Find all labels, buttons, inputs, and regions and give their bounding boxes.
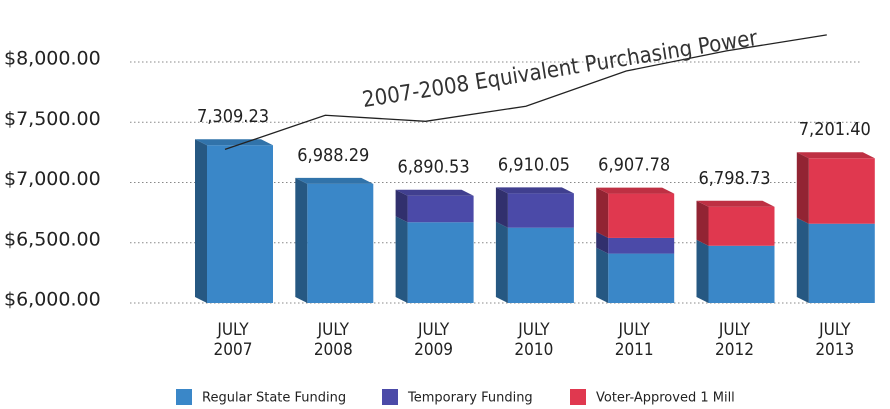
bar-front (307, 183, 374, 303)
x-tick-label: JULY 2009 (414, 320, 454, 360)
total-label: 6,890.53 (398, 157, 470, 178)
bar-top (295, 177, 374, 184)
bar-side (395, 216, 408, 303)
bar-side (195, 139, 207, 303)
bar-side (495, 221, 508, 303)
bar-front (708, 206, 775, 246)
bar-front (808, 158, 875, 224)
total-label: 7,309.23 (197, 106, 269, 127)
bar-side (295, 177, 308, 303)
bar-side (696, 200, 709, 246)
bar-side (395, 189, 408, 223)
bar-side (596, 187, 609, 238)
bar-segment (195, 139, 273, 303)
total-label: 6,907.78 (598, 155, 670, 176)
bar-side (596, 247, 609, 303)
legend-swatch (382, 389, 398, 405)
legend-label: Voter-Approved 1 Mill (596, 391, 735, 406)
x-tick-label: JULY 2007 (213, 320, 253, 360)
legend-swatch (570, 389, 586, 405)
legend-label: Temporary Funding (407, 391, 533, 406)
x-tick-label: JULY 2012 (715, 320, 754, 360)
bar-front (407, 195, 474, 223)
bar-front (507, 227, 574, 303)
total-label: 6,910.05 (498, 154, 570, 175)
y-tick-label: $8,000.00 (4, 48, 101, 70)
bar-segment (796, 152, 875, 224)
line (224, 34, 827, 150)
legend-swatch (176, 389, 192, 405)
y-tick-label: $7,500.00 (4, 108, 101, 130)
bar-top (596, 187, 675, 194)
bar-front (207, 145, 273, 303)
x-tick-label: JULY 2013 (815, 320, 855, 360)
bar-front (608, 237, 675, 254)
line-annotation: 2007-2008 Equivalent Purchasing Power (361, 26, 760, 113)
bar-front (608, 193, 675, 238)
bar-side (596, 231, 609, 254)
bar-side (796, 217, 809, 303)
bar-segment (596, 231, 675, 254)
x-tick-label: JULY 2011 (614, 320, 654, 360)
bar-top (495, 187, 574, 194)
bar-segment (395, 216, 474, 303)
bar-top (395, 189, 474, 196)
bar-front (808, 223, 875, 303)
x-tick-label: JULY 2008 (313, 320, 353, 360)
y-tick-label: $6,000.00 (4, 289, 101, 311)
bar-segment (495, 221, 574, 303)
bar-front (608, 253, 675, 303)
bar-top (195, 139, 273, 146)
bar-segment (796, 217, 875, 303)
bar-segment (495, 187, 574, 228)
bar-front (708, 245, 775, 303)
bar-segment (596, 247, 675, 303)
bar-segment (395, 189, 474, 223)
bar-front (407, 222, 474, 303)
bar-top (696, 200, 775, 207)
bar-side (796, 152, 809, 224)
bar-segment (696, 200, 775, 246)
total-label: 7,201.40 (799, 119, 871, 140)
bar-segment (696, 239, 775, 303)
bar-segment (295, 177, 374, 303)
legend-label: Regular State Funding (202, 391, 346, 406)
total-label: 6,988.29 (297, 145, 369, 166)
bar-side (696, 239, 709, 303)
bar-side (495, 187, 508, 228)
y-tick-label: $7,000.00 (4, 168, 101, 190)
bar-top (796, 152, 875, 159)
bar-segment (596, 187, 675, 238)
x-tick-label: JULY 2010 (514, 320, 554, 360)
y-tick-label: $6,500.00 (4, 228, 101, 250)
bar-front (507, 193, 574, 228)
total-label: 6,798.73 (698, 168, 770, 189)
